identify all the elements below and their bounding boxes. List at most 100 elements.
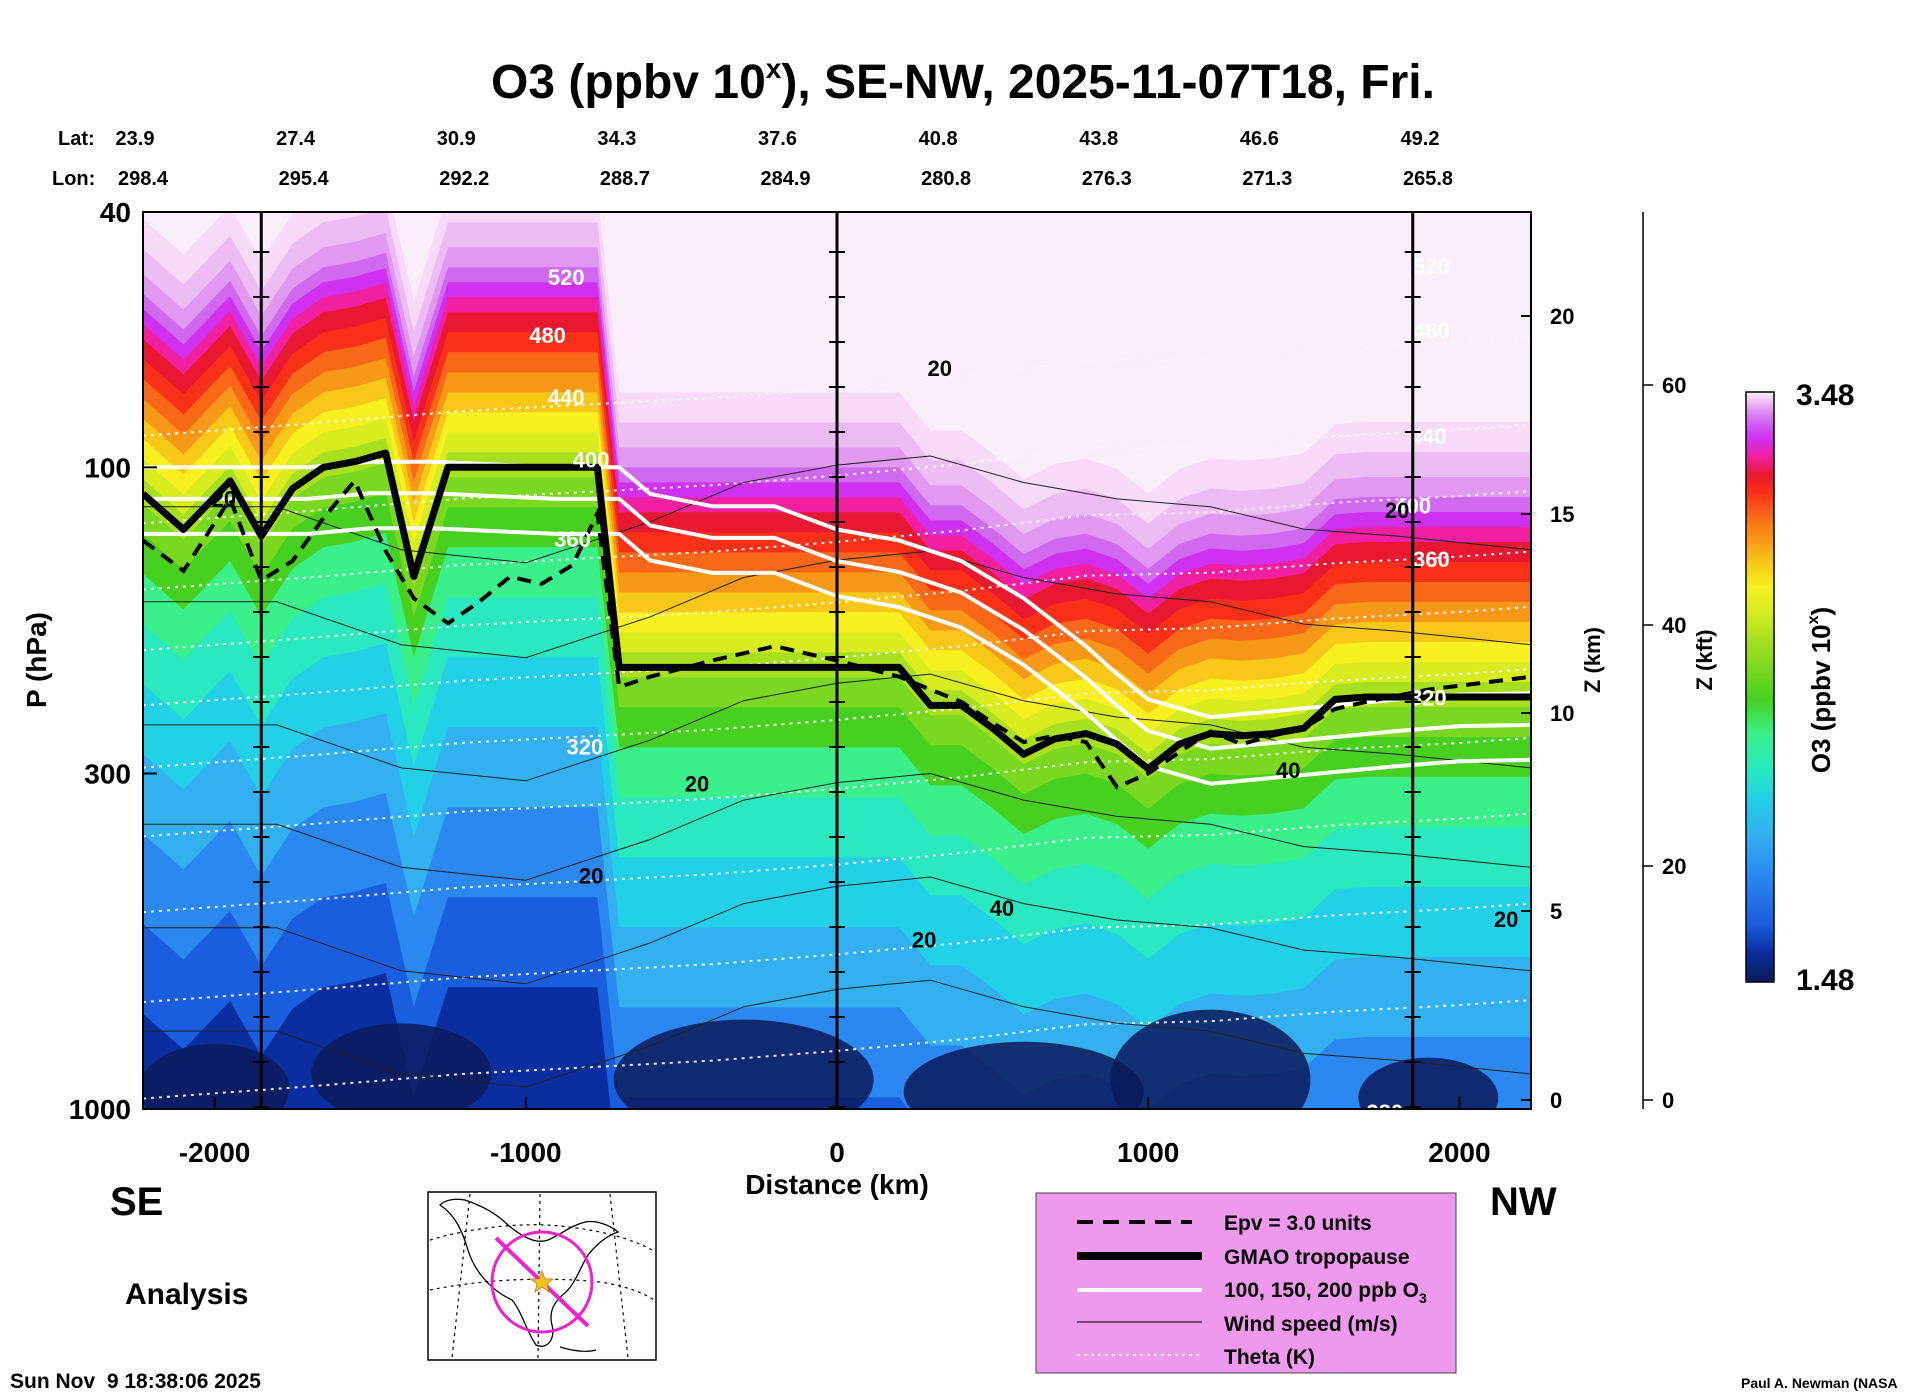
ozone-low-blob	[903, 1041, 1144, 1109]
lon-value: 295.4	[279, 168, 330, 190]
lat-value: 37.6	[758, 128, 797, 150]
z-km-tick-label: 15	[1550, 502, 1574, 527]
lon-value: 276.3	[1082, 168, 1132, 190]
wind-label: 20	[579, 863, 603, 888]
ozone-low-blob	[613, 1019, 874, 1109]
lon-label: Lon:	[52, 168, 95, 190]
ozone-low-blob	[143, 1043, 290, 1109]
theta-label: 360	[1413, 547, 1450, 572]
lon-value: 284.9	[760, 168, 810, 190]
x-tick-label: 1000	[1117, 1137, 1179, 1168]
wind-label: 20	[1385, 498, 1409, 523]
lon-value: 265.8	[1403, 168, 1453, 190]
lon-value: 292.2	[439, 168, 489, 190]
theta-line	[143, 550, 1531, 652]
legend-theta: Theta (K)	[1224, 1346, 1315, 1369]
wind-label: 20	[1494, 907, 1518, 932]
theta-label: 320	[1410, 685, 1447, 710]
z-kft-tick-label: 60	[1662, 373, 1686, 398]
station-lines	[253, 212, 1421, 1109]
ozone-low-blob	[1358, 1057, 1499, 1109]
theta-line	[143, 999, 1531, 1100]
p-tick-label: 300	[84, 758, 131, 789]
z-km-axis-label: Z (km)	[1580, 627, 1605, 693]
lat-row: 23.9 27.4 30.9 34.3 37.6 40.8 43.8 46.6 49.2	[116, 128, 1440, 150]
theta-line	[143, 490, 1531, 591]
theta-label: 480	[1413, 319, 1450, 344]
theta-line	[143, 812, 1531, 914]
lat-value: 27.4	[276, 128, 316, 150]
legend-wind: Wind speed (m/s)	[1224, 1313, 1398, 1336]
theta-line	[143, 902, 1531, 1004]
legend-o3-contours: 100, 150, 200 ppb O3	[1224, 1279, 1427, 1306]
colorbar-max: 3.48	[1796, 379, 1854, 412]
z-km-tick-label: 20	[1550, 304, 1574, 329]
theta-label: 480	[529, 323, 566, 348]
theta-label: 400	[573, 447, 610, 472]
lon-value: 280.8	[921, 168, 971, 190]
p-tick-label: 1000	[69, 1094, 131, 1125]
lat-value: 30.9	[437, 128, 476, 150]
tropopause-line	[143, 449, 1531, 773]
plot-area: 5204804404003603202805204804404003603202…	[143, 212, 1531, 1109]
x-tick-label: 0	[829, 1137, 845, 1168]
lon-row: 298.4 295.4 292.2 288.7 284.9 280.8 276.3 271.3…	[118, 168, 1453, 190]
ozone-low-blob	[311, 1023, 492, 1109]
se-label: SE	[110, 1180, 163, 1224]
lat-value: 40.8	[919, 128, 958, 150]
z-km-tick-label: 10	[1550, 701, 1574, 726]
inset-map	[427, 1191, 657, 1361]
x-tick-label: -1000	[490, 1137, 562, 1168]
z-kft-tick-label: 20	[1662, 854, 1686, 879]
z-kft-tick-label: 40	[1662, 613, 1686, 638]
theta-label: 360	[554, 527, 591, 552]
legend-epv: Epv = 3.0 units	[1224, 1212, 1372, 1235]
wind-speed-line	[143, 673, 1531, 782]
legend: Epv = 3.0 units GMAO tropopause 100, 150…	[1035, 1192, 1457, 1374]
series-layer	[143, 336, 1531, 1100]
p-tick-label: 40	[100, 197, 131, 228]
wind-label: 40	[990, 896, 1014, 921]
wind-speed-line	[143, 550, 1531, 659]
wind-label: 20	[927, 356, 951, 381]
o3-contour-line	[143, 491, 1531, 751]
legend-tropopause: GMAO tropopause	[1224, 1246, 1410, 1269]
ozone-field	[143, 212, 1531, 1109]
theta-label: 440	[1410, 424, 1447, 449]
analysis-label: Analysis	[125, 1278, 248, 1311]
wind-speed-line	[143, 876, 1531, 985]
y-axis-label: P (hPa)	[21, 612, 52, 708]
colorbar	[1745, 391, 1775, 983]
z-km-tick-label: 0	[1550, 1088, 1562, 1113]
theta-label: 320	[567, 734, 604, 759]
theta-line	[143, 605, 1531, 707]
lon-value: 288.7	[600, 168, 650, 190]
x-axis-label: Distance (km)	[745, 1169, 929, 1200]
lat-label: Lat:	[58, 128, 95, 150]
o3-contour-line	[143, 526, 1531, 786]
colorbar-label: O3 (ppbv 10x)	[1805, 607, 1836, 773]
z-km-axis: 20 15 10 5 0	[1521, 212, 1574, 1113]
theta-label: 520	[548, 265, 585, 290]
z-km-tick-label: 5	[1550, 899, 1562, 924]
inset-map-icon	[429, 1193, 655, 1359]
lat-value: 34.3	[597, 128, 636, 150]
colorbar-min: 1.48	[1796, 964, 1854, 997]
theta-line	[143, 668, 1531, 769]
x-tick-label: -2000	[179, 1137, 251, 1168]
lat-value: 49.2	[1401, 128, 1440, 150]
lon-value: 298.4	[118, 168, 169, 190]
lat-value: 46.6	[1240, 128, 1279, 150]
theta-line	[143, 736, 1531, 838]
theta-line	[143, 423, 1531, 525]
timestamp: Sun Nov 9 18:38:06 2025	[10, 1370, 261, 1393]
theta-line	[143, 336, 1531, 437]
lat-value: 23.9	[116, 128, 155, 150]
theta-label: 440	[548, 385, 585, 410]
contour-labels: 5204804404003603202805204804404003603202…	[212, 254, 1519, 1109]
epv-line	[143, 477, 1531, 790]
z-kft-tick-label: 0	[1662, 1088, 1674, 1113]
x-tick-label: 2000	[1428, 1137, 1490, 1168]
wind-speed-line	[143, 979, 1531, 1088]
